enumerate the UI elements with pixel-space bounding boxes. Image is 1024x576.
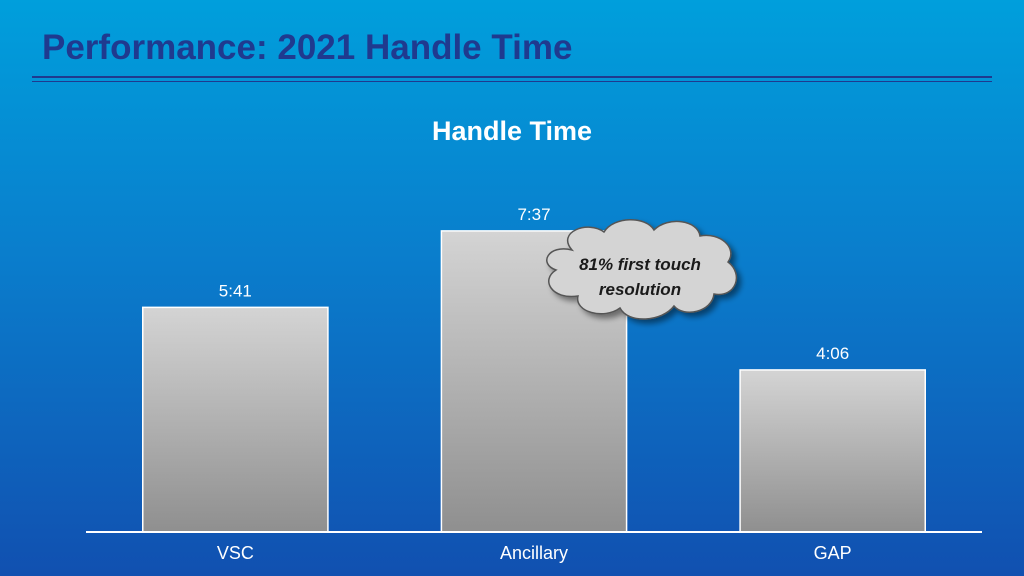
- title-underline: [32, 76, 992, 78]
- bar-vsc: [141, 306, 329, 533]
- callout-line-2: resolution: [598, 280, 682, 299]
- bar-gap: [739, 369, 927, 533]
- data-label-gap: 4:06: [816, 344, 849, 363]
- chart-title: Handle Time: [431, 116, 593, 146]
- slide-title: Performance: 2021 Handle Time: [42, 28, 573, 67]
- x-tick-label-gap: GAP: [814, 543, 852, 563]
- callout-text: 81% first touch resolution: [560, 252, 720, 302]
- x-tick-label-ancillary: Ancillary: [500, 543, 568, 563]
- data-label-ancillary: 7:37: [517, 205, 550, 224]
- x-tick-label-vsc: VSC: [217, 543, 254, 563]
- data-label-vsc: 5:41: [219, 281, 252, 300]
- callout-line-1: 81% first touch: [579, 255, 701, 274]
- callout-cloud: [546, 219, 738, 320]
- title-underline-thin: [32, 81, 992, 82]
